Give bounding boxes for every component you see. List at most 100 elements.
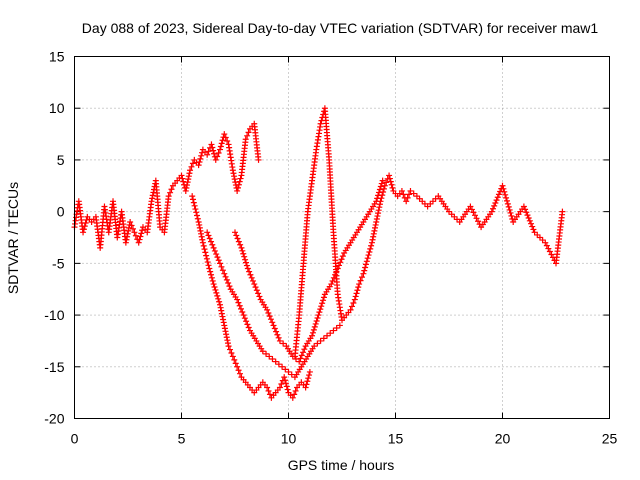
data-point xyxy=(215,295,222,302)
data-point xyxy=(265,387,272,394)
data-point xyxy=(312,320,319,327)
data-point xyxy=(273,328,280,335)
data-point xyxy=(221,322,228,329)
data-point xyxy=(223,334,230,341)
data-point xyxy=(317,337,324,344)
data-point xyxy=(245,129,252,136)
data-point xyxy=(371,227,378,234)
y-tick-label: 15 xyxy=(49,49,65,65)
data-point xyxy=(205,148,212,155)
data-point xyxy=(190,199,197,206)
data-point xyxy=(354,287,361,294)
data-point xyxy=(241,315,248,322)
data-point xyxy=(165,193,172,200)
data-point xyxy=(236,302,243,309)
data-point xyxy=(495,191,502,198)
chart-title: Day 088 of 2023, Sidereal Day-to-day VTE… xyxy=(82,20,599,36)
data-point xyxy=(522,206,529,213)
data-point xyxy=(241,253,248,260)
data-point xyxy=(136,236,143,243)
data-point xyxy=(404,194,411,201)
data-point xyxy=(324,332,331,339)
data-point xyxy=(398,187,405,194)
data-point xyxy=(131,229,138,236)
data-point xyxy=(235,367,242,374)
data-point xyxy=(336,322,343,329)
data-point xyxy=(504,200,511,207)
data-point xyxy=(284,386,291,393)
data-point xyxy=(369,236,376,243)
data-point xyxy=(363,258,370,265)
data-point xyxy=(226,283,233,290)
data-point xyxy=(208,271,215,278)
data-point xyxy=(223,276,230,283)
data-point xyxy=(488,208,495,215)
data-point xyxy=(255,156,262,163)
data-point xyxy=(235,238,242,245)
data-point xyxy=(198,152,205,159)
data-point xyxy=(208,274,215,281)
data-point xyxy=(195,162,202,169)
data-point xyxy=(493,197,500,204)
data-point xyxy=(199,239,206,246)
data-point xyxy=(207,268,214,275)
data-point xyxy=(491,202,498,209)
data-point xyxy=(280,340,287,347)
data-point xyxy=(320,335,327,342)
data-point xyxy=(339,253,346,260)
x-tick-label: 15 xyxy=(388,431,404,447)
y-tick-label: 0 xyxy=(57,204,65,220)
data-point xyxy=(244,132,251,139)
data-point xyxy=(372,224,379,231)
data-point xyxy=(218,310,225,317)
data-point xyxy=(278,381,285,388)
data-point xyxy=(185,176,192,183)
data-point xyxy=(222,273,229,280)
data-point xyxy=(148,198,155,205)
data-point xyxy=(199,236,206,243)
data-point xyxy=(374,195,381,202)
data-point xyxy=(309,332,316,339)
data-point xyxy=(204,151,211,158)
data-point xyxy=(311,323,318,330)
data-point xyxy=(520,203,527,210)
data-point xyxy=(184,179,191,186)
data-point xyxy=(244,321,251,328)
data-point xyxy=(276,384,283,391)
data-point xyxy=(327,330,334,337)
data-point xyxy=(304,378,311,385)
data-point xyxy=(301,346,308,353)
data-point xyxy=(188,163,195,170)
data-point xyxy=(224,137,231,144)
data-point xyxy=(255,290,262,297)
data-point xyxy=(242,256,249,263)
data-point xyxy=(219,313,226,320)
data-point xyxy=(353,290,360,297)
data-point xyxy=(500,185,507,192)
data-point xyxy=(232,229,238,236)
data-point xyxy=(267,316,274,323)
data-point xyxy=(524,212,531,219)
data-point xyxy=(269,356,276,363)
data-point xyxy=(209,241,216,248)
data-point xyxy=(187,167,194,174)
data-point xyxy=(81,223,88,230)
data-point xyxy=(525,214,532,221)
data-point xyxy=(494,194,501,201)
data-point xyxy=(330,327,337,334)
data-point xyxy=(222,134,229,141)
data-point xyxy=(374,213,381,220)
x-tick-label: 0 xyxy=(71,431,79,447)
data-point xyxy=(318,303,325,310)
plot-frame xyxy=(74,56,610,419)
series-tracks-a xyxy=(71,120,262,251)
data-point xyxy=(217,146,224,153)
data-point xyxy=(270,322,277,329)
data-point xyxy=(320,294,327,301)
data-point xyxy=(221,131,228,138)
x-tick-label: 10 xyxy=(281,431,297,447)
data-point xyxy=(205,232,212,239)
data-point xyxy=(221,270,228,277)
data-point xyxy=(217,304,224,311)
